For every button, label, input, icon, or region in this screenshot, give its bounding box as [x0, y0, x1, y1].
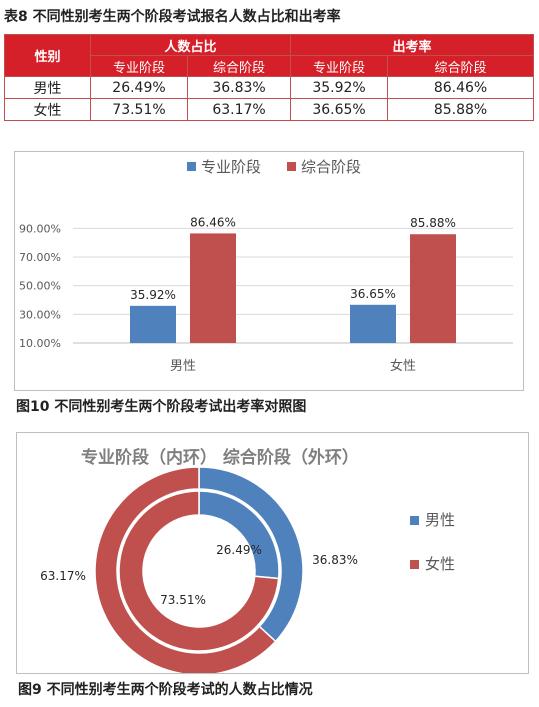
cell-rate-pro: 36.65%: [290, 98, 389, 121]
y-tick-label: 50.00%: [19, 280, 61, 293]
slice-data-label: 63.17%: [40, 569, 86, 583]
y-tick-label: 90.00%: [19, 222, 61, 235]
legend-swatch: [410, 560, 419, 569]
table-row: 男性 26.49% 36.83% 35.92% 86.46%: [4, 76, 535, 99]
col-gender-header: 性别: [4, 34, 91, 77]
cell-share-comp: 63.17%: [186, 98, 292, 121]
group-rate-header: 出考率: [290, 34, 535, 56]
bar-data-label: 35.92%: [130, 288, 176, 302]
row-gender: 女性: [4, 98, 91, 121]
donut-slice: [118, 490, 280, 652]
fig10-chart-frame: 专业阶段 综合阶段 90.00% 70.00% 50.00% 30.00% 10.00% 35…: [14, 151, 524, 391]
cell-share-pro: 73.51%: [90, 98, 188, 121]
legend-swatch: [187, 162, 196, 171]
bar-data-label: 86.46%: [190, 215, 236, 229]
bar: [190, 233, 236, 343]
chart-title: 专业阶段（内环） 综合阶段（外环）: [81, 447, 359, 468]
x-category-label: 女性: [390, 358, 416, 374]
cell-rate-comp: 86.46%: [387, 76, 535, 99]
cell-rate-pro: 35.92%: [290, 76, 389, 99]
y-tick-label: 70.00%: [19, 251, 61, 264]
cell-rate-comp: 85.88%: [387, 98, 535, 121]
slice-data-label: 26.49%: [216, 543, 262, 557]
rate-pro-header: 专业阶段: [290, 55, 389, 77]
legend-label: 男性: [425, 511, 455, 529]
legend-label: 女性: [425, 555, 455, 573]
legend-swatch: [410, 516, 419, 525]
bar-data-label: 85.88%: [410, 216, 456, 230]
table-row: 女性 73.51% 63.17% 36.65% 85.88%: [4, 98, 535, 121]
y-tick-label: 10.00%: [19, 337, 61, 350]
share-comp-header: 综合阶段: [186, 55, 292, 77]
slice-data-label: 36.83%: [312, 553, 358, 567]
fig9-chart-frame: 专业阶段（内环） 综合阶段（外环） 26.49% 73.51% 36.83% 63.17…: [16, 432, 529, 676]
rate-comp-header: 综合阶段: [387, 55, 535, 77]
donut-slice: [94, 466, 277, 676]
table8-subheader-row: 专业阶段 综合阶段 专业阶段 综合阶段: [5, 55, 535, 77]
table8-header-row: 性别 人数占比 出考率: [4, 34, 535, 77]
table8-caption: 表8 不同性别考生两个阶段考试报名人数占比和出考率: [4, 9, 341, 25]
fig9-donut-chart: 专业阶段（内环） 综合阶段（外环） 26.49% 73.51% 36.83% 63.17…: [40, 447, 455, 676]
row-gender: 男性: [4, 76, 91, 99]
bar: [410, 234, 456, 343]
cell-share-comp: 36.83%: [186, 76, 292, 99]
group-share-header: 人数占比: [89, 34, 292, 56]
bar: [350, 304, 396, 343]
share-pro-header: 专业阶段: [90, 55, 188, 77]
cell-share-pro: 26.49%: [90, 76, 188, 99]
slice-data-label: 73.51%: [160, 593, 206, 607]
legend-label: 综合阶段: [301, 158, 361, 176]
legend-label: 专业阶段: [201, 158, 261, 176]
fig9-caption: 图9 不同性别考生两个阶段考试的人数占比情况: [18, 682, 313, 698]
fig10-caption: 图10 不同性别考生两个阶段考试出考率对照图: [16, 399, 307, 415]
fig10-bar-chart: 专业阶段 综合阶段 90.00% 70.00% 50.00% 30.00% 10.00% 35…: [19, 158, 513, 374]
x-category-label: 男性: [170, 359, 196, 374]
y-tick-label: 30.00%: [19, 308, 61, 321]
bar-data-label: 36.65%: [350, 287, 396, 301]
bar: [130, 305, 176, 343]
table8: 性别 人数占比 出考率 专业阶段 综合阶段 专业阶段 综合阶段 男性 26.49…: [4, 34, 535, 121]
legend-swatch: [287, 162, 296, 171]
